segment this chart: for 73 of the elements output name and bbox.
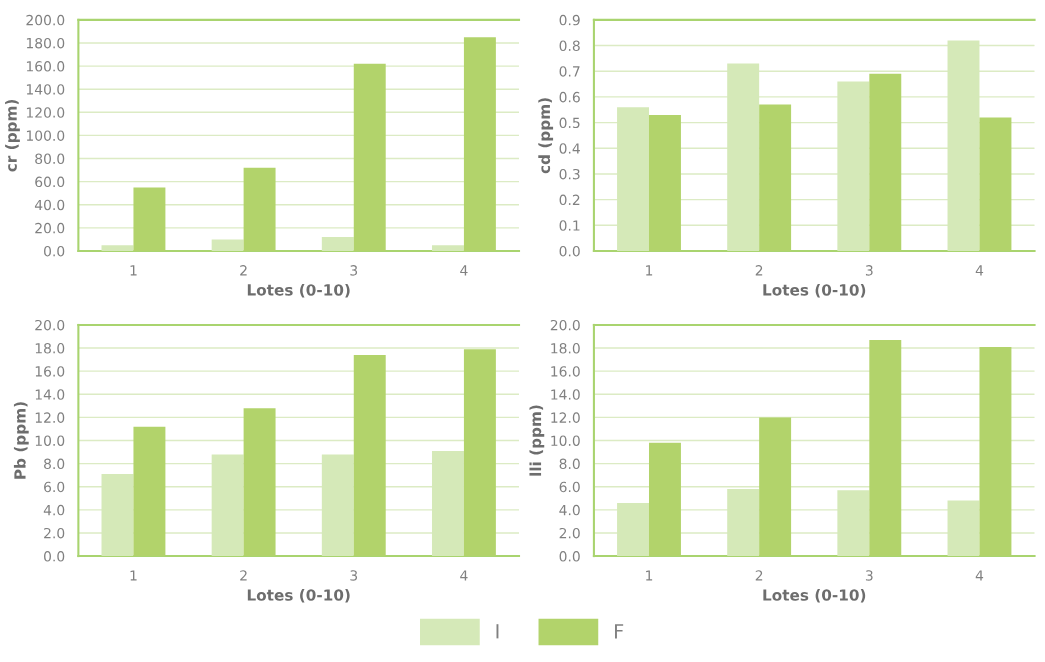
- y-axis-title: Pb (ppm): [13, 402, 29, 479]
- bar: [101, 245, 134, 251]
- x-tick-label: 2: [240, 265, 247, 276]
- y-tick-label: 0.8: [559, 40, 580, 52]
- y-tick-label: 12.0: [35, 412, 65, 423]
- x-axis-title: Lotes (0-10): [763, 588, 866, 603]
- y-tick-label: 20.0: [35, 222, 65, 234]
- y-tick-label: 16.0: [551, 366, 580, 377]
- x-tick-label: 3: [350, 570, 358, 581]
- x-tick-label: 1: [646, 265, 653, 276]
- y-tick-label: 2.0: [559, 527, 580, 539]
- y-tick-label: 180.0: [26, 37, 65, 49]
- x-axis-title: Lotes (0-10): [763, 283, 866, 298]
- y-axis-title: cr (ppm): [5, 99, 20, 172]
- x-tick-label: 3: [865, 570, 873, 581]
- y-tick-label: 100.0: [26, 130, 65, 141]
- y-tick-label: 0.5: [559, 117, 580, 129]
- y-tick-label: 140.0: [26, 84, 65, 95]
- y-tick-label: 6.0: [559, 481, 580, 493]
- x-axis-title: Lotes (0-10): [247, 588, 350, 603]
- x-tick-label: 3: [350, 265, 358, 276]
- bar: [321, 237, 354, 251]
- y-tick-label: 120.0: [26, 107, 65, 118]
- y-tick-label: 4.0: [43, 504, 65, 516]
- x-tick-label: 1: [130, 570, 137, 581]
- y-tick-label: 10.0: [551, 435, 580, 446]
- x-tick-label: 4: [975, 265, 984, 276]
- x-tick-label: 4: [460, 265, 468, 276]
- y-tick-label: 40.0: [34, 199, 65, 211]
- y-tick-label: 80.0: [35, 153, 65, 165]
- y-tick-label: 0.7: [559, 66, 580, 77]
- bar: [211, 239, 244, 251]
- y-tick-label: 20.0: [35, 319, 65, 331]
- y-tick-label: 2.0: [44, 527, 65, 539]
- x-tick-label: 2: [240, 570, 247, 581]
- y-tick-label: 0.2: [559, 194, 580, 206]
- x-tick-label: 4: [460, 570, 468, 581]
- x-tick-label: 2: [755, 265, 763, 276]
- y-tick-label: 4.0: [559, 504, 580, 516]
- y-tick-label: 0.4: [559, 143, 580, 154]
- x-tick-label: 4: [975, 570, 984, 581]
- y-tick-label: 18.0: [551, 343, 580, 354]
- y-tick-label: 0.9: [559, 14, 580, 26]
- y-tick-label: 6.0: [44, 481, 65, 493]
- y-tick-label: 60.0: [35, 176, 65, 188]
- x-axis-title: Lotes (0-10): [247, 283, 350, 298]
- y-tick-label: 0.0: [44, 551, 65, 562]
- legend-label: I: [496, 624, 499, 639]
- x-tick-label: 1: [130, 265, 137, 276]
- x-tick-label: 2: [755, 570, 763, 581]
- y-tick-label: 0.0: [559, 245, 580, 257]
- y-tick-label: 0.6: [559, 91, 580, 103]
- y-axis-title: lli (ppm): [529, 405, 545, 476]
- y-tick-label: 8.0: [559, 458, 580, 470]
- y-tick-label: 0.0: [559, 551, 580, 562]
- y-tick-label: 0.1: [559, 220, 580, 231]
- y-tick-label: 0.3: [559, 168, 580, 180]
- y-tick-label: 14.0: [551, 389, 580, 400]
- y-tick-label: 20.0: [550, 319, 580, 331]
- y-tick-label: 10.0: [35, 435, 65, 446]
- y-tick-label: 18.0: [35, 343, 65, 354]
- y-tick-label: 160.0: [26, 61, 65, 72]
- y-tick-label: 14.0: [35, 389, 65, 400]
- y-tick-label: 0.0: [44, 245, 65, 257]
- bar: [431, 245, 464, 251]
- x-tick-label: 3: [865, 265, 873, 276]
- legend-label: F: [615, 624, 624, 639]
- y-tick-label: 8.0: [44, 458, 65, 470]
- y-tick-label: 200.0: [26, 14, 65, 26]
- x-tick-label: 1: [646, 570, 653, 581]
- y-tick-label: 12.0: [551, 412, 580, 423]
- y-tick-label: 16.0: [35, 366, 65, 377]
- y-axis-title: cd (ppm): [538, 98, 554, 174]
